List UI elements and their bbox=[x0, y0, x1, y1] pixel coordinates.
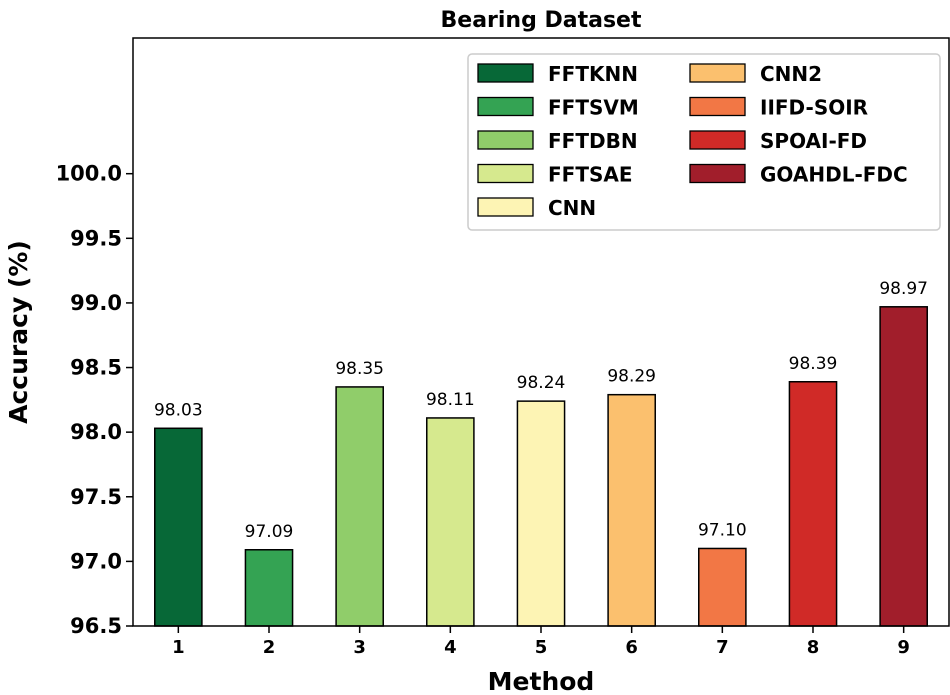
bar bbox=[698, 547, 747, 627]
x-tick-label: 1 bbox=[172, 637, 185, 658]
chart-title: Bearing Dataset bbox=[441, 8, 642, 33]
y-tick-label: 97.0 bbox=[70, 549, 122, 573]
x-tick-label: 8 bbox=[807, 637, 820, 658]
legend-swatch bbox=[477, 197, 534, 217]
x-tick-label: 7 bbox=[716, 637, 729, 658]
legend-swatch bbox=[689, 163, 746, 184]
legend-label: GOAHDL-FDC bbox=[760, 163, 908, 187]
x-axis-label: Method bbox=[488, 667, 595, 695]
y-tick-label: 97.5 bbox=[70, 485, 122, 509]
y-tick-label: 98.5 bbox=[70, 356, 122, 380]
y-tick-label: 99.5 bbox=[70, 226, 122, 250]
y-tick-label: 96.5 bbox=[70, 614, 122, 638]
bar bbox=[607, 393, 656, 627]
legend-swatch bbox=[477, 130, 534, 150]
legend-swatch bbox=[689, 130, 746, 150]
x-tick-label: 6 bbox=[625, 637, 638, 658]
y-tick-label: 100.0 bbox=[56, 162, 122, 186]
plot-frame bbox=[132, 37, 950, 627]
y-tick-label: 98.0 bbox=[70, 420, 122, 444]
bar-value-label: 97.09 bbox=[245, 522, 294, 542]
bar-value-label: 98.35 bbox=[335, 359, 384, 379]
x-tick-label: 4 bbox=[444, 637, 457, 658]
legend-label: CNN bbox=[548, 196, 596, 220]
legend-label: FFTSAE bbox=[548, 163, 633, 187]
bar-value-label: 97.10 bbox=[698, 520, 747, 540]
legend: FFTKNN FFTSVM FFTDBN FFTSAE CNN CNN2 IIFD-SOIR… bbox=[467, 53, 941, 231]
bar bbox=[335, 386, 384, 627]
bar-value-label: 98.97 bbox=[879, 279, 928, 299]
legend-label: FFTDBN bbox=[548, 129, 638, 153]
bar bbox=[516, 400, 566, 627]
bar-value-label: 98.24 bbox=[517, 373, 566, 393]
bar-value-label: 98.29 bbox=[607, 367, 656, 387]
x-tick-label: 9 bbox=[897, 637, 910, 658]
y-tick-label: 99.0 bbox=[70, 291, 122, 315]
bar bbox=[879, 306, 928, 627]
bar bbox=[426, 417, 475, 627]
bar-value-label: 98.11 bbox=[426, 390, 475, 410]
legend-label: SPOAI-FD bbox=[760, 129, 867, 153]
bar bbox=[788, 381, 838, 627]
legend-swatch bbox=[689, 96, 746, 117]
legend-swatch bbox=[477, 163, 534, 184]
legend-swatch bbox=[689, 63, 746, 83]
legend-swatch bbox=[477, 96, 534, 117]
y-axis-label: Accuracy (%) bbox=[4, 240, 33, 424]
legend-label: CNN2 bbox=[760, 62, 822, 86]
legend-swatch bbox=[477, 63, 534, 83]
legend-label: FFTSVM bbox=[548, 96, 639, 120]
bar-value-label: 98.39 bbox=[789, 354, 838, 374]
bar bbox=[244, 549, 294, 627]
legend-label: FFTKNN bbox=[548, 62, 638, 86]
plot-area: 96.5 97.0 97.5 98.0 98.5 99.0 99.5 100.0 98.03 1 9… bbox=[56, 162, 928, 658]
legend-label: IIFD-SOIR bbox=[760, 96, 868, 120]
bar bbox=[154, 427, 203, 627]
bar-value-label: 98.03 bbox=[154, 400, 203, 420]
x-tick-label: 5 bbox=[535, 637, 548, 658]
x-tick-label: 3 bbox=[353, 637, 366, 658]
x-tick-label: 2 bbox=[263, 637, 276, 658]
